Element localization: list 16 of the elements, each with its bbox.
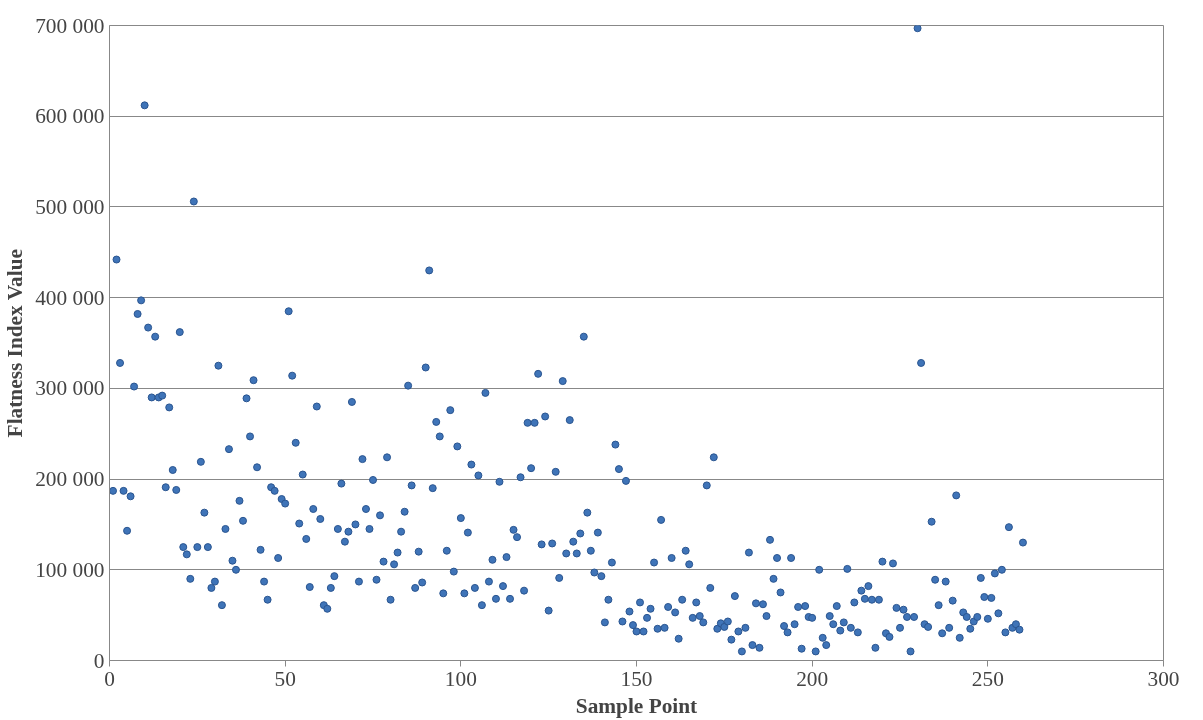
y-tick-label: 100 000 xyxy=(35,557,105,582)
y-tick-label: 500 000 xyxy=(35,194,105,219)
y-tick-label: 400 000 xyxy=(35,285,105,310)
x-tick-label: 150 xyxy=(620,666,653,691)
y-axis-title: Flatness Index Value xyxy=(3,248,28,438)
y-tick-label: 200 000 xyxy=(35,467,105,492)
y-tick-label: 300 000 xyxy=(35,376,105,401)
x-tick-label: 250 xyxy=(971,666,1004,691)
y-tick-label: 700 000 xyxy=(35,13,105,38)
x-tick-label: 200 xyxy=(796,666,829,691)
x-tick-label: 50 xyxy=(274,666,296,691)
y-tick-label: 600 000 xyxy=(35,104,105,129)
x-tick-label: 300 xyxy=(1147,666,1180,691)
x-axis-title: Sample Point xyxy=(575,693,699,718)
y-tick-label: 0 xyxy=(93,648,105,673)
x-tick-label: 100 xyxy=(444,666,477,691)
